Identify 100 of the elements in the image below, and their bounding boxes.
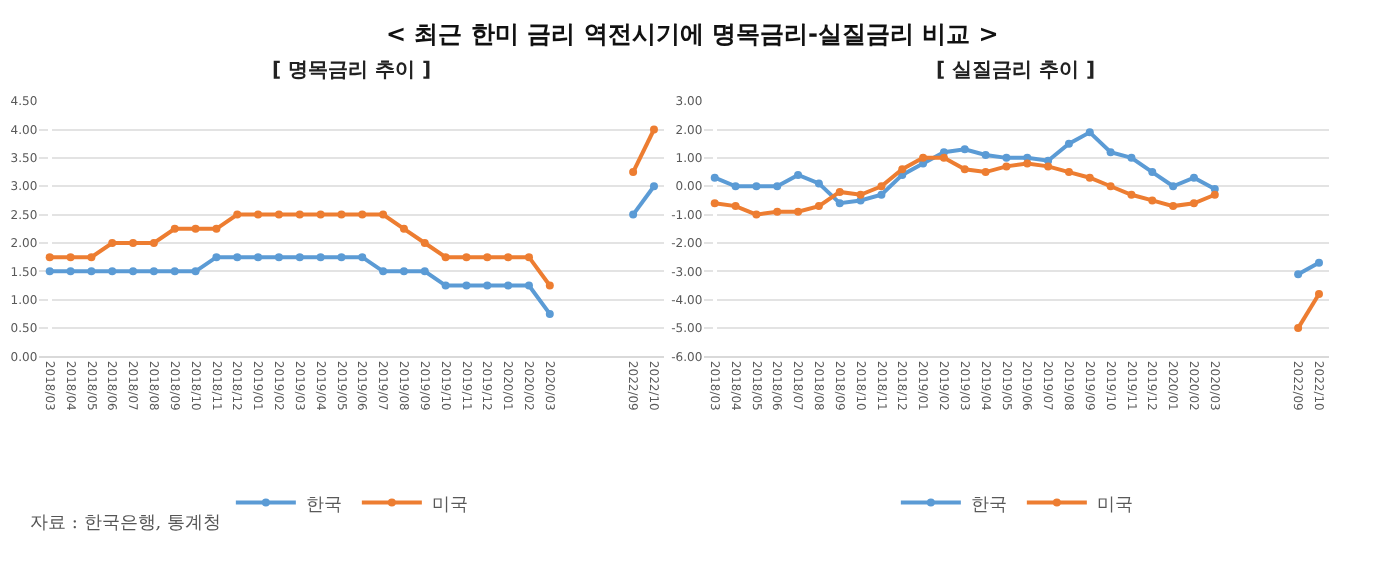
chart-title: [ 명목금리 추이 ]: [272, 60, 432, 82]
point: [66, 253, 75, 262]
point: [149, 267, 158, 276]
point: [835, 199, 844, 208]
point: [981, 168, 990, 177]
point: [212, 253, 221, 262]
point: [710, 199, 719, 208]
point: [358, 210, 367, 219]
point: [441, 281, 450, 290]
point: [1169, 182, 1178, 191]
point: [129, 267, 138, 276]
point: [752, 182, 761, 191]
point: [233, 210, 242, 219]
point: [1023, 159, 1032, 168]
point: [149, 238, 158, 247]
point: [254, 210, 263, 219]
point: [731, 182, 740, 191]
point: [295, 253, 304, 262]
point: [274, 210, 283, 219]
chart-title: [ 실질금리 추이 ]: [936, 60, 1096, 82]
point: [1002, 153, 1011, 162]
point: [462, 281, 471, 290]
point: [545, 309, 554, 318]
point: [87, 267, 96, 276]
point: [108, 238, 117, 247]
point: [358, 253, 367, 262]
point: [794, 207, 803, 216]
point: [1064, 139, 1073, 148]
point: [1189, 173, 1198, 182]
point: [752, 210, 761, 219]
point: [1085, 128, 1094, 137]
point: [45, 267, 54, 276]
point: [1314, 290, 1323, 299]
point: [1189, 199, 1198, 208]
point: [212, 224, 221, 233]
point: [316, 210, 325, 219]
point: [877, 182, 886, 191]
point: [898, 165, 907, 174]
point: [919, 153, 928, 162]
point: [170, 224, 179, 233]
point: [1127, 190, 1136, 199]
legend-label: 한국: [305, 495, 342, 516]
point: [504, 281, 513, 290]
point: [191, 267, 200, 276]
point: [483, 281, 492, 290]
point: [629, 210, 638, 219]
point: [1314, 258, 1323, 267]
point: [649, 125, 658, 134]
point: [66, 267, 75, 276]
point: [399, 224, 408, 233]
point: [254, 253, 263, 262]
point: [773, 207, 782, 216]
point: [814, 202, 823, 211]
point: [794, 170, 803, 179]
point: [108, 267, 117, 276]
point: [1169, 202, 1178, 211]
point: [483, 253, 492, 262]
point: [462, 253, 471, 262]
point: [441, 253, 450, 262]
legend-label: 미국: [431, 495, 468, 516]
point: [316, 253, 325, 262]
point: [545, 281, 554, 290]
point: [629, 168, 638, 177]
point: [399, 267, 408, 276]
text: < 최근 한미 금리 역전시기에 명목금리-실질금리 비교 >: [386, 20, 999, 48]
point: [1148, 168, 1157, 177]
point: [274, 253, 283, 262]
point: [87, 253, 96, 262]
point: [981, 151, 990, 160]
point: [649, 182, 658, 191]
legend-label: 한국: [970, 495, 1007, 516]
point: [835, 187, 844, 196]
point: [45, 253, 54, 262]
point: [1148, 196, 1157, 205]
point: [960, 145, 969, 154]
point: [960, 165, 969, 174]
point: [504, 253, 513, 262]
text: 자료 : 한국은행, 통계청: [30, 514, 221, 534]
point: [856, 190, 865, 199]
point: [1210, 190, 1219, 199]
point: [877, 190, 886, 199]
point: [191, 224, 200, 233]
point: [420, 238, 429, 247]
point: [129, 238, 138, 247]
point: [1127, 153, 1136, 162]
point: [295, 210, 304, 219]
point: [1085, 173, 1094, 182]
point: [524, 281, 533, 290]
point: [1106, 148, 1115, 157]
point: [1064, 168, 1073, 177]
point: [939, 153, 948, 162]
point: [1294, 270, 1303, 279]
point: [1044, 162, 1053, 171]
point: [773, 182, 782, 191]
point: [170, 267, 179, 276]
point: [731, 202, 740, 211]
point: [710, 173, 719, 182]
point: [233, 253, 242, 262]
point: [1294, 324, 1303, 333]
point: [337, 210, 346, 219]
